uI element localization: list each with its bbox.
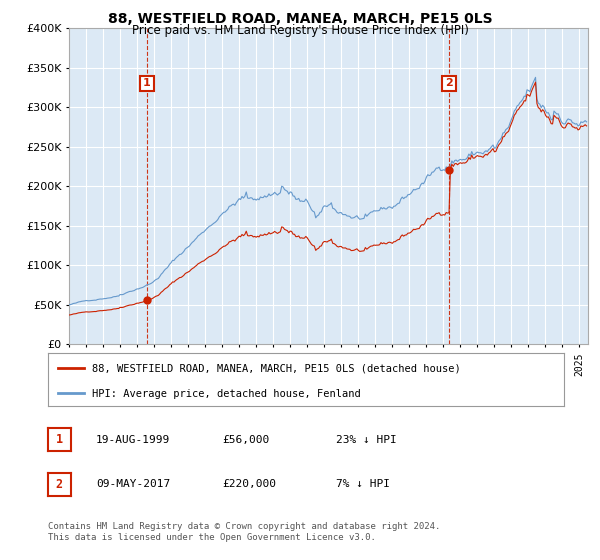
Text: 88, WESTFIELD ROAD, MANEA, MARCH, PE15 0LS: 88, WESTFIELD ROAD, MANEA, MARCH, PE15 0…	[107, 12, 493, 26]
Text: 2: 2	[445, 78, 453, 88]
Text: £220,000: £220,000	[222, 479, 276, 489]
Text: HPI: Average price, detached house, Fenland: HPI: Average price, detached house, Fenl…	[92, 389, 361, 399]
Text: Contains HM Land Registry data © Crown copyright and database right 2024.: Contains HM Land Registry data © Crown c…	[48, 522, 440, 531]
Text: Price paid vs. HM Land Registry's House Price Index (HPI): Price paid vs. HM Land Registry's House …	[131, 24, 469, 36]
Text: 7% ↓ HPI: 7% ↓ HPI	[336, 479, 390, 489]
Text: 88, WESTFIELD ROAD, MANEA, MARCH, PE15 0LS (detached house): 88, WESTFIELD ROAD, MANEA, MARCH, PE15 0…	[92, 364, 461, 374]
Text: 09-MAY-2017: 09-MAY-2017	[96, 479, 170, 489]
Text: 23% ↓ HPI: 23% ↓ HPI	[336, 435, 397, 445]
Text: 19-AUG-1999: 19-AUG-1999	[96, 435, 170, 445]
Text: This data is licensed under the Open Government Licence v3.0.: This data is licensed under the Open Gov…	[48, 533, 376, 543]
Text: 1: 1	[143, 78, 151, 88]
Text: 1: 1	[56, 433, 63, 446]
Text: £56,000: £56,000	[222, 435, 269, 445]
Text: 2: 2	[56, 478, 63, 491]
